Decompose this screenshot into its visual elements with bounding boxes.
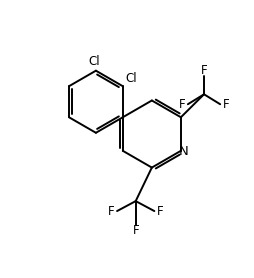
Text: Cl: Cl: [125, 72, 137, 85]
Text: F: F: [223, 98, 229, 111]
Text: N: N: [179, 145, 189, 158]
Text: F: F: [108, 205, 115, 218]
Text: F: F: [132, 224, 139, 237]
Text: F: F: [179, 98, 185, 111]
Text: F: F: [157, 205, 163, 218]
Text: F: F: [201, 64, 207, 77]
Text: Cl: Cl: [89, 55, 101, 68]
